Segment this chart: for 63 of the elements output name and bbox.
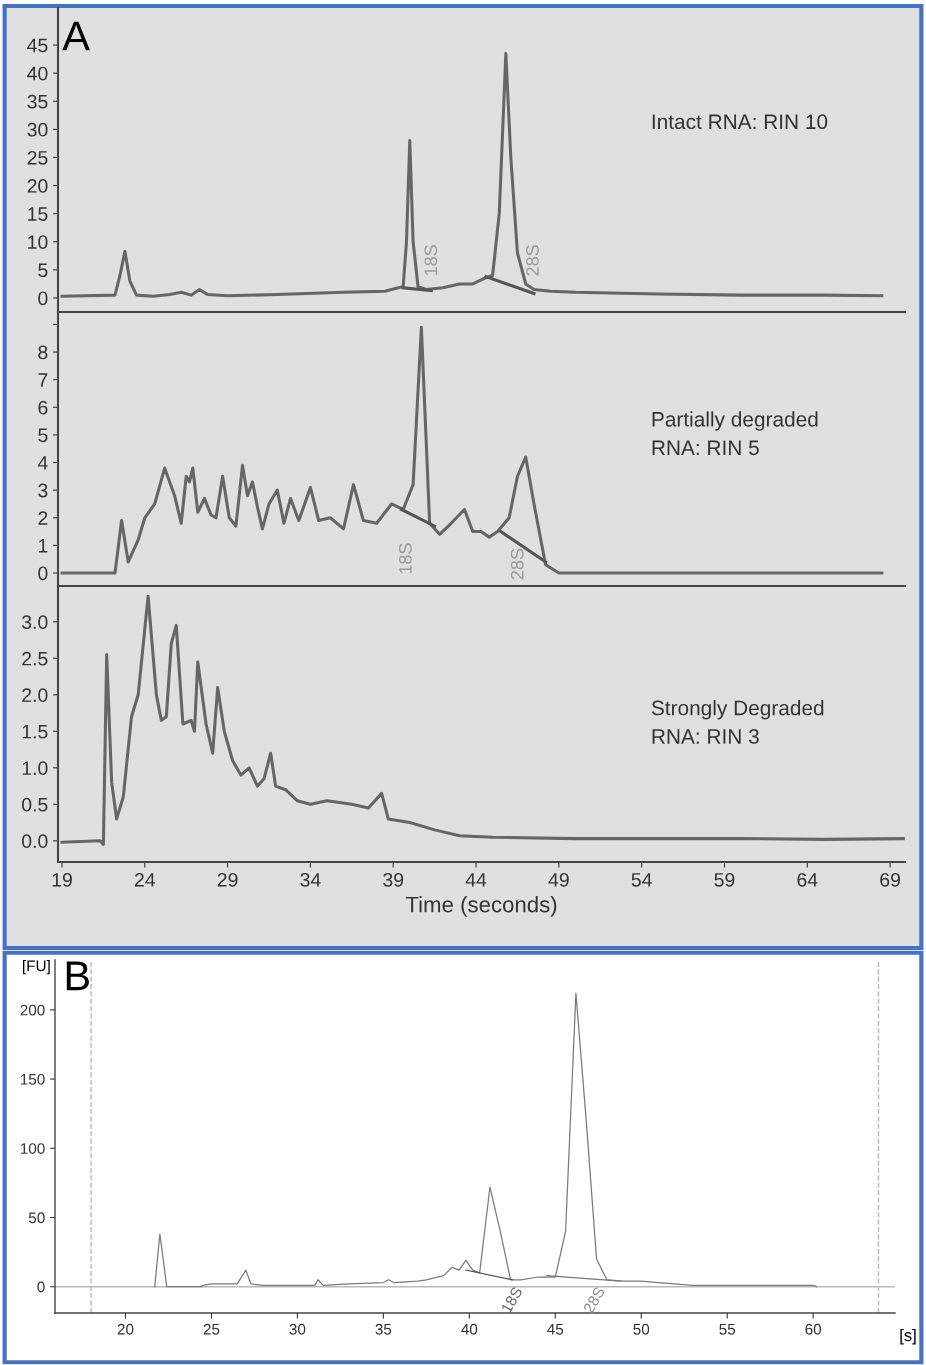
- x-tick-label: 45: [547, 1323, 564, 1335]
- annotation: 18S: [424, 245, 438, 276]
- y-tick-label: 2: [38, 511, 48, 525]
- annotation: 28S: [510, 548, 524, 580]
- x-tick-label: 35: [375, 1323, 392, 1335]
- annotation: 28S: [526, 245, 539, 276]
- annotation: Intact RNA: RIN 10: [652, 114, 828, 130]
- x-tick-label: 19: [52, 872, 72, 887]
- y-tick-label: 1.0: [22, 761, 48, 776]
- y-tick-label: 15: [28, 207, 48, 221]
- x-tick-label: 20: [117, 1323, 134, 1335]
- y-tick-label: 200: [20, 1004, 45, 1016]
- x-tick-label: 54: [631, 873, 652, 887]
- annotation: 18S: [399, 543, 412, 574]
- y-tick-label: 40: [27, 66, 48, 81]
- y-tick-label: 8: [38, 345, 48, 360]
- x-tick-label: 64: [797, 872, 818, 887]
- x-axis-title: Time (seconds): [405, 896, 557, 917]
- y-tick-label: 2.0: [22, 688, 48, 703]
- x-tick-label: 39: [383, 872, 404, 887]
- x-tick-label: 60: [805, 1323, 822, 1335]
- y-tick-label: 100: [20, 1143, 45, 1154]
- annotation: Partially degraded RNA: RIN 5: [652, 411, 818, 456]
- y-tick-label: 0.0: [22, 834, 48, 849]
- x-tick-label: 40: [461, 1323, 478, 1335]
- y-tick-label: 2.5: [22, 651, 48, 666]
- x-tick-label: 44: [465, 873, 487, 887]
- x-tick-label: 50: [633, 1323, 650, 1335]
- x-tick-label: 49: [548, 872, 569, 887]
- y-tick-label: 0: [38, 566, 48, 581]
- y-tick-label: 7: [38, 373, 48, 387]
- y-tick-label: 20: [27, 179, 48, 193]
- y-tick-label: 1.5: [22, 724, 48, 739]
- y-tick-label: 50: [28, 1212, 45, 1224]
- x-tick-label: 25: [203, 1323, 220, 1335]
- y-tick-label: 5: [38, 428, 48, 443]
- annotation: Strongly Degraded RNA: RIN 3: [651, 700, 824, 744]
- x-tick-label: 59: [714, 872, 735, 887]
- y-tick-label: 25: [27, 150, 48, 165]
- y-tick-label: 4: [37, 456, 48, 470]
- x-axis-title: [s]: [900, 1328, 916, 1345]
- y-tick-label: 1: [38, 539, 48, 553]
- y-tick-label: 5: [38, 263, 48, 278]
- x-tick-label: 34: [300, 872, 321, 887]
- annotation: B: [66, 961, 89, 991]
- x-tick-label: 69: [880, 872, 900, 887]
- y-tick-label: 0.5: [22, 797, 48, 812]
- y-tick-label: 3.0: [21, 615, 48, 630]
- y-tick-label: 45: [27, 38, 48, 53]
- y-tick-label: 3: [38, 483, 48, 498]
- y-tick-label: 10: [28, 235, 48, 249]
- y-tick-label: 30: [27, 122, 48, 137]
- y-tick-label: 150: [20, 1073, 45, 1085]
- x-tick-label: 30: [289, 1323, 306, 1335]
- y-tick-label: 0: [37, 1281, 45, 1293]
- y-tick-label: 0: [38, 291, 48, 306]
- x-tick-label: 24: [134, 872, 156, 887]
- annotation: A: [62, 21, 90, 51]
- x-tick-label: 29: [217, 872, 238, 887]
- y-tick-label: 35: [27, 94, 48, 109]
- y-axis-title: [FU]: [23, 960, 50, 975]
- y-tick-label: 6: [38, 400, 48, 415]
- x-tick-label: 55: [719, 1323, 736, 1335]
